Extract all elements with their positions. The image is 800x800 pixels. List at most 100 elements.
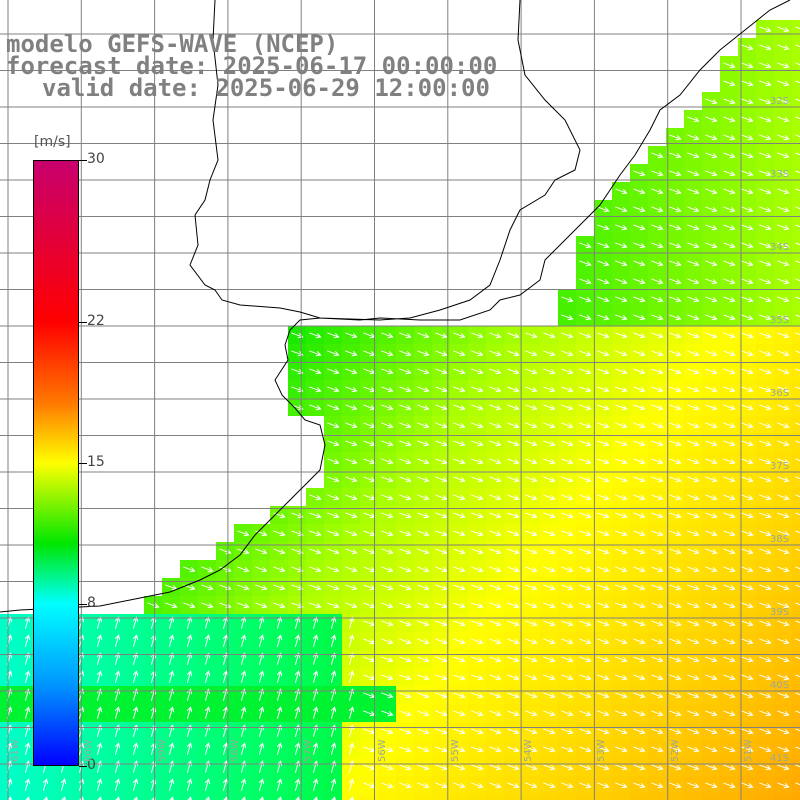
wind-arrow	[687, 206, 700, 213]
wind-arrow	[186, 652, 193, 665]
wind-arrow	[543, 728, 556, 735]
wind-arrow	[579, 368, 592, 375]
wind-arrow	[705, 422, 718, 429]
wind-arrow	[759, 260, 772, 267]
wind-arrow	[543, 530, 556, 537]
wind-arrow	[633, 278, 646, 285]
wind-arrow	[114, 706, 121, 719]
wind-arrow	[633, 566, 646, 573]
wind-arrow	[759, 134, 772, 141]
wind-arrow	[525, 746, 538, 753]
wind-arrow	[687, 746, 700, 753]
wind-arrow	[723, 710, 736, 717]
longitude-label: 54W	[523, 739, 535, 762]
wind-arrow	[204, 652, 211, 665]
wind-arrow	[705, 656, 718, 663]
wind-arrow	[453, 548, 466, 555]
wind-arrow	[669, 314, 682, 321]
latitude-label: 39S	[770, 607, 790, 618]
wind-arrow	[327, 404, 340, 411]
wind-arrow	[255, 584, 268, 591]
wind-arrow	[273, 530, 286, 537]
latitude-label: 32S	[770, 96, 790, 107]
wind-arrow	[777, 386, 790, 393]
wind-arrow	[759, 152, 772, 159]
wind-arrow	[507, 638, 520, 645]
wind-arrow	[633, 656, 646, 663]
wind-arrow	[723, 674, 736, 681]
wind-arrow	[435, 566, 448, 573]
wind-arrow	[453, 350, 466, 357]
wind-arrow	[741, 314, 754, 321]
wind-arrow	[258, 706, 265, 719]
wind-arrow	[777, 440, 790, 447]
wind-arrow	[381, 476, 394, 483]
wind-arrow	[741, 512, 754, 519]
wind-arrow	[759, 26, 772, 33]
wind-arrow	[186, 670, 193, 683]
wind-arrow	[417, 764, 430, 771]
wind-arrow	[525, 692, 538, 699]
wind-speed-cell	[792, 164, 800, 182]
wind-arrow	[705, 566, 718, 573]
wind-arrow	[417, 332, 430, 339]
wind-arrow	[759, 764, 772, 771]
wind-arrow	[741, 638, 754, 645]
wind-arrow	[525, 458, 538, 465]
wind-arrow	[633, 314, 646, 321]
wind-arrow	[435, 440, 448, 447]
wind-arrow	[741, 98, 754, 105]
wind-arrow	[705, 224, 718, 231]
wind-arrow	[399, 764, 412, 771]
wind-arrow	[597, 404, 610, 411]
wind-arrow	[507, 440, 520, 447]
wind-arrow	[168, 652, 175, 665]
wind-arrow	[294, 652, 301, 665]
wind-arrow	[597, 206, 610, 213]
wind-arrow	[687, 296, 700, 303]
wind-arrow	[579, 746, 592, 753]
wind-arrow	[579, 674, 592, 681]
wind-arrow	[669, 584, 682, 591]
wind-arrow	[597, 638, 610, 645]
wind-arrow	[435, 656, 448, 663]
wind-arrow	[435, 512, 448, 519]
wind-speed-cell	[792, 380, 800, 398]
wind-arrow	[60, 778, 67, 791]
wind-arrow	[705, 152, 718, 159]
wind-arrow	[651, 386, 664, 393]
wind-arrow	[795, 692, 800, 696]
wind-speed-cell	[270, 794, 288, 800]
wind-arrow	[687, 782, 700, 789]
wind-arrow	[525, 494, 538, 501]
wind-arrow	[705, 710, 718, 717]
wind-arrow	[327, 530, 340, 537]
wind-arrow	[615, 710, 628, 717]
wind-arrow	[309, 584, 322, 591]
wind-arrow	[651, 458, 664, 465]
wind-arrow	[417, 422, 430, 429]
wind-arrow	[777, 710, 790, 717]
wind-arrow	[795, 764, 800, 768]
wind-arrow	[687, 278, 700, 285]
wind-arrow	[579, 332, 592, 339]
wind-arrow	[615, 386, 628, 393]
wind-arrow	[561, 458, 574, 465]
wind-arrow	[741, 62, 754, 69]
wind-arrow	[312, 634, 319, 647]
wind-arrow	[579, 764, 592, 771]
wind-arrow	[759, 188, 772, 195]
wind-arrow	[561, 692, 574, 699]
wind-arrow	[489, 674, 502, 681]
wind-arrow	[435, 710, 448, 717]
wind-arrow	[615, 206, 628, 213]
wind-arrow	[543, 710, 556, 717]
wind-arrow	[417, 512, 430, 519]
map-title-valid-date: valid date: 2025-06-29 12:00:00	[42, 74, 490, 102]
wind-arrow	[525, 602, 538, 609]
wind-arrow	[399, 656, 412, 663]
wind-arrow	[777, 260, 790, 267]
wind-arrow	[561, 620, 574, 627]
wind-arrow	[222, 652, 229, 665]
wind-arrow	[489, 764, 502, 771]
